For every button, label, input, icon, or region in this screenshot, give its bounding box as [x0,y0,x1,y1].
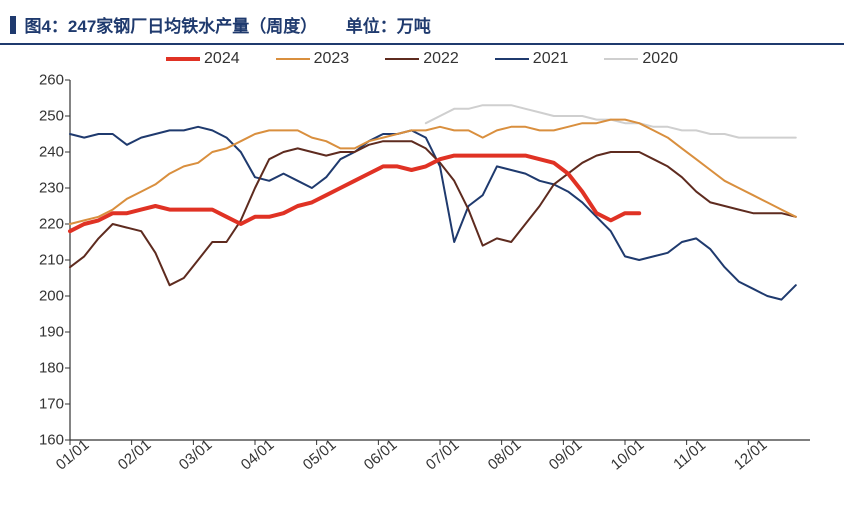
legend-swatch [166,57,200,61]
legend-swatch [276,58,310,60]
title-marker [10,16,16,34]
y-axis-label: 250 [24,108,64,125]
legend-label: 2021 [533,50,569,67]
y-axis-label: 220 [24,216,64,233]
x-axis-label: 09/01 [546,436,586,473]
x-axis-label: 07/01 [423,436,463,473]
x-axis-label: 10/01 [608,436,648,473]
y-axis-label: 230 [24,180,64,197]
legend-label: 2023 [314,50,350,67]
x-axis-label: 12/01 [731,436,771,473]
legend-swatch [604,58,638,60]
chart-container: 图4：247家钢厂日均铁水产量（周度） 单位：万吨 20242023202220… [0,0,844,520]
chart-svg [70,80,810,440]
y-axis-label: 160 [24,432,64,449]
x-axis-label: 11/01 [670,437,709,473]
legend-item-2020: 2020 [604,50,678,68]
x-axis-label: 04/01 [238,436,278,473]
x-axis-label: 03/01 [176,436,216,473]
y-axis-label: 240 [24,144,64,161]
x-axis-label: 06/01 [361,436,401,473]
chart-title-unit: 单位：万吨 [346,17,431,36]
x-axis-label: 02/01 [114,436,154,473]
y-axis-label: 180 [24,360,64,377]
legend-label: 2020 [642,50,678,67]
y-axis-label: 170 [24,396,64,413]
chart-title-bar: 图4：247家钢厂日均铁水产量（周度） 单位：万吨 [0,8,844,45]
chart-title-prefix: 图4： [24,17,67,36]
legend-item-2023: 2023 [276,50,350,68]
chart-legend: 2024 2023 2022 2021 2020 [0,50,844,68]
y-axis-label: 190 [24,324,64,341]
series-2020 [426,105,796,137]
x-axis-label: 05/01 [299,436,339,473]
x-axis-label: 08/01 [484,436,524,473]
legend-label: 2022 [423,50,459,67]
y-axis-label: 260 [24,72,64,89]
legend-item-2021: 2021 [495,50,569,68]
legend-swatch [495,58,529,60]
y-axis-label: 200 [24,288,64,305]
plot-area: 16017018019020021022023024025026001/0102… [70,80,810,440]
y-axis-label: 210 [24,252,64,269]
legend-item-2022: 2022 [385,50,459,68]
legend-item-2024: 2024 [166,50,240,68]
legend-swatch [385,58,419,60]
legend-label: 2024 [204,50,240,67]
series-2024 [70,156,639,232]
chart-title-main: 247家钢厂日均铁水产量（周度） [68,17,317,36]
